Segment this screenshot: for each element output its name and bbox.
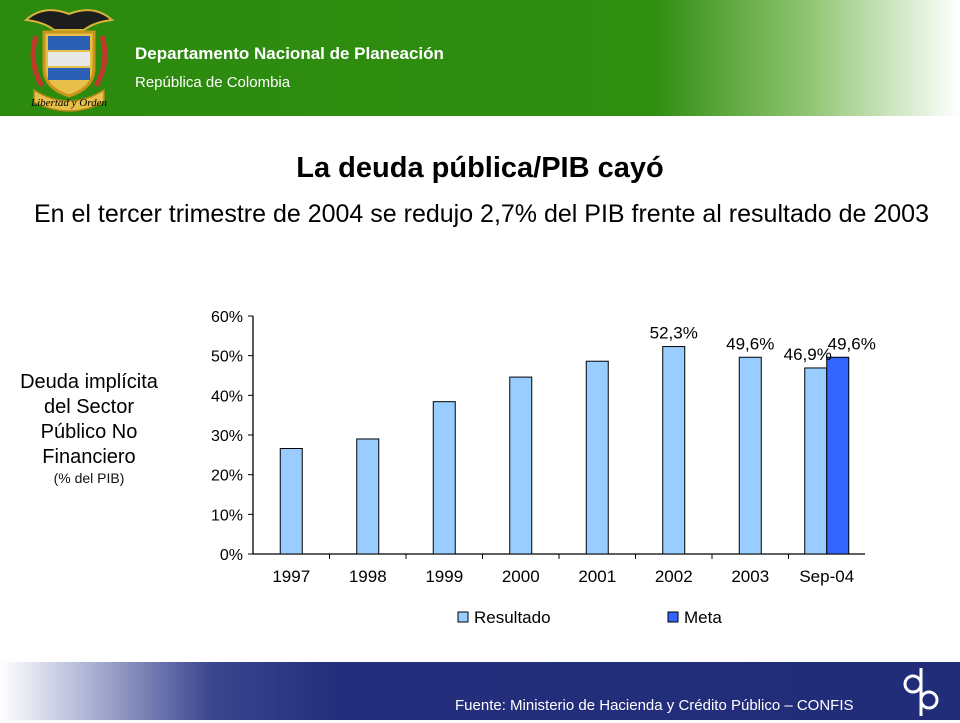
bar-meta xyxy=(826,356,850,555)
side-label-unit: (% del PIB) xyxy=(53,470,125,486)
y-tick-label: 40% xyxy=(211,388,243,405)
x-tick-label: 2002 xyxy=(655,567,693,586)
x-tick-label: 1999 xyxy=(425,567,463,586)
bar-chart: 0% 10% 20% 30% 40% 50% 60% 1997 1998 1999 2000 2001… xyxy=(0,290,960,650)
chart-side-label: Deuda implícita del Sector Público No Fi… xyxy=(14,370,164,486)
bar-resultado xyxy=(356,438,380,555)
bar-resultado xyxy=(432,401,456,555)
dnp-logo-icon xyxy=(898,666,948,718)
x-tick-label: 1997 xyxy=(272,567,310,586)
legend-label: Meta xyxy=(684,608,722,627)
legend-label: Resultado xyxy=(474,608,551,627)
bar-resultado xyxy=(509,376,533,555)
slide-subtitle: En el tercer trimestre de 2004 se redujo… xyxy=(34,200,929,228)
x-tick-label: 2000 xyxy=(502,567,540,586)
colombia-coat-of-arms-icon: Libertad y Orden xyxy=(14,2,124,114)
organization-country: República de Colombia xyxy=(135,74,291,91)
organization-name: Departamento Nacional de Planeación xyxy=(135,44,444,63)
y-tick-label: 60% xyxy=(211,309,243,326)
x-tick-label: 2001 xyxy=(578,567,616,586)
motto-text: Libertad y Orden xyxy=(30,97,107,109)
side-label-text: Deuda implícita del Sector Público No Fi… xyxy=(20,371,158,468)
legend-swatch-meta xyxy=(667,611,679,623)
y-tick-label: 0% xyxy=(220,547,243,564)
x-tick-label: 2003 xyxy=(731,567,769,586)
footer-banner xyxy=(0,662,960,720)
bar-chart-svg: 0% 10% 20% 30% 40% 50% 60% 1997 1998 1999 2000 2001… xyxy=(211,309,876,627)
data-label: 52,3% xyxy=(650,324,698,343)
x-tick-label: Sep-04 xyxy=(799,567,854,586)
source-note: Fuente: Ministerio de Hacienda y Crédito… xyxy=(455,697,854,714)
data-label: 49,6% xyxy=(828,334,876,353)
header-banner: Libertad y Orden Departamento Nacional d… xyxy=(0,0,960,116)
bar-resultado xyxy=(738,356,762,555)
bar-resultado xyxy=(585,360,609,555)
y-tick-label: 30% xyxy=(211,428,243,445)
bar-resultado xyxy=(279,447,303,555)
data-label: 49,6% xyxy=(726,334,774,353)
bar-resultado xyxy=(804,367,828,555)
x-tick-label: 1998 xyxy=(349,567,387,586)
y-tick-label: 50% xyxy=(211,349,243,366)
y-tick-label: 10% xyxy=(211,507,243,524)
bar-resultado xyxy=(662,346,686,555)
slide-title: La deuda pública/PIB cayó xyxy=(296,152,664,184)
data-label: 46,9% xyxy=(784,345,832,364)
legend-swatch-resultado xyxy=(457,611,469,623)
y-tick-label: 20% xyxy=(211,468,243,485)
